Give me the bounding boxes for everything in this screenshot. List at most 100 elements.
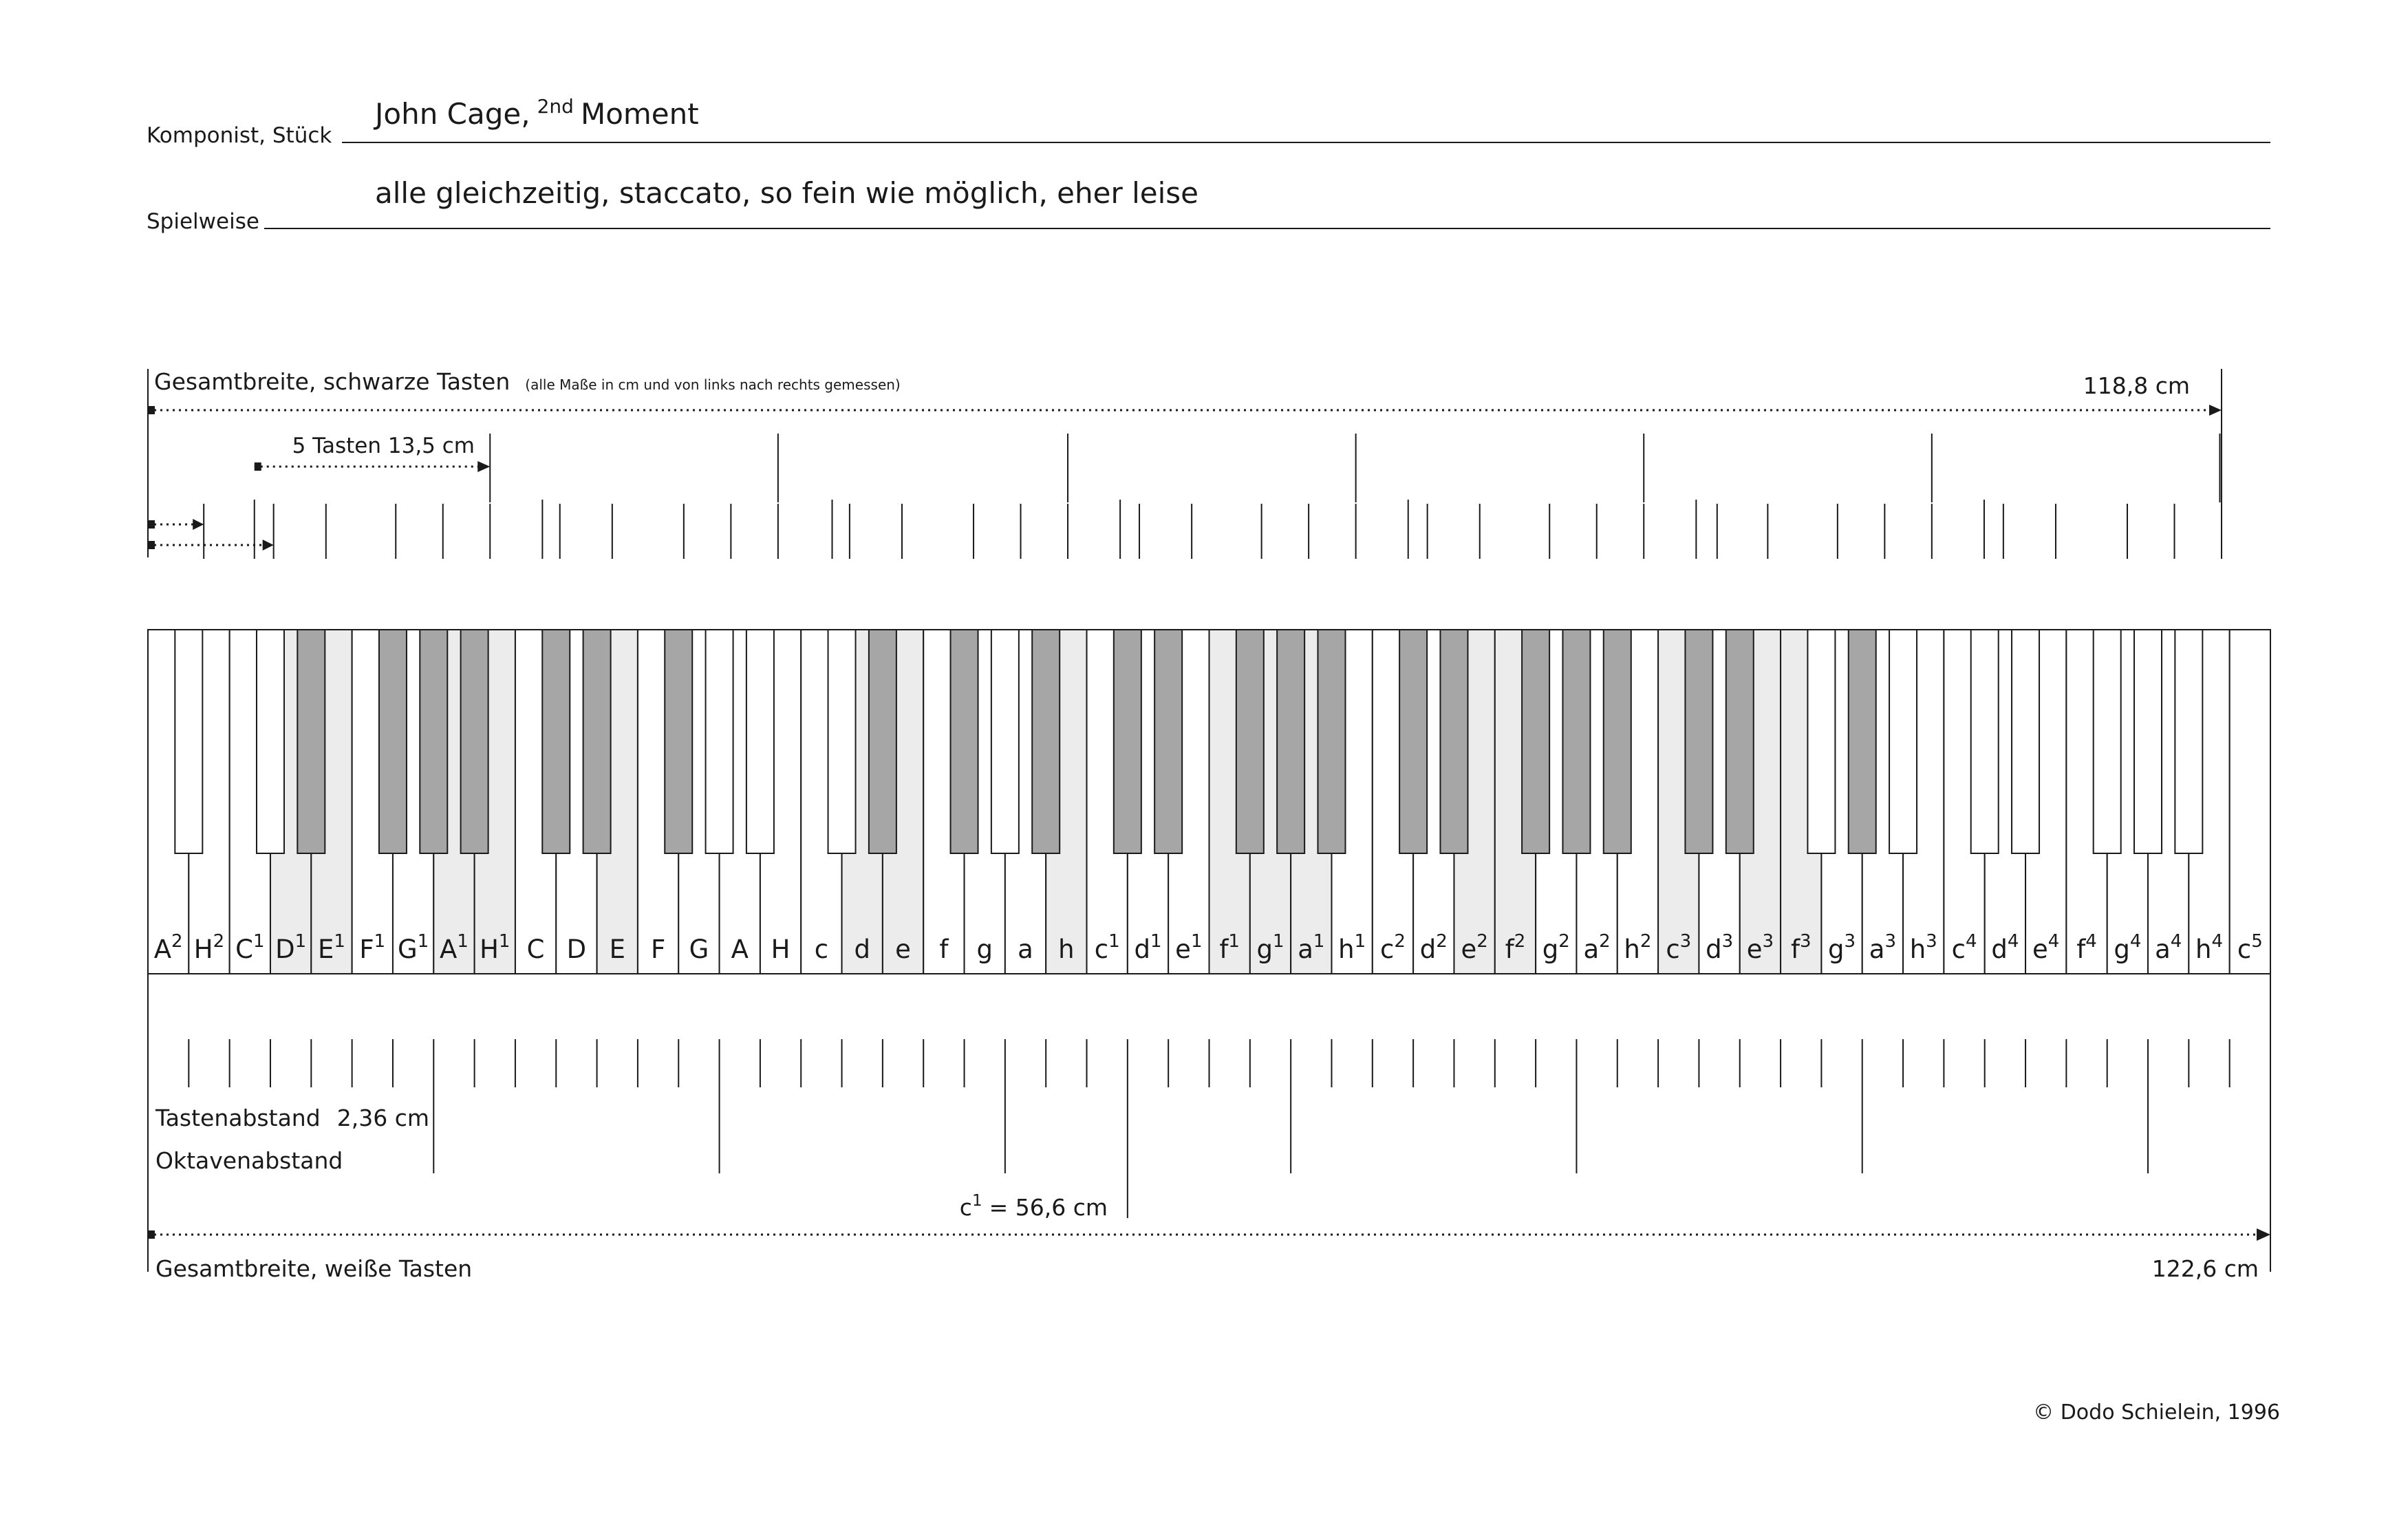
white-key-label: d4: [1991, 931, 2019, 964]
white-key-label: F1: [359, 931, 385, 964]
white-key-label: E1: [318, 931, 345, 964]
white-key-label: c5: [2237, 931, 2263, 964]
white-key-label: e4: [2032, 931, 2059, 964]
black-keys-title: Gesamtbreite, schwarze Tasten (alle Maße …: [154, 368, 901, 395]
white-key-octave: 3: [1800, 931, 1812, 952]
white-key-octave: 1: [1191, 931, 1203, 952]
white-key-label: h2: [1624, 931, 1651, 964]
white-key-label: e1: [1175, 931, 1202, 964]
white-key-note: f: [1505, 935, 1515, 964]
white-key-label: A: [731, 935, 749, 964]
black-key: [1847, 629, 1877, 854]
octave-distance-label: Oktavenabstand: [155, 1147, 343, 1174]
white-key-note: c: [1095, 935, 1108, 964]
black-key: [1154, 629, 1183, 854]
white-key-label: g1: [1256, 931, 1284, 964]
black-total-start: [148, 406, 155, 414]
white-key-note: d: [1991, 935, 2008, 964]
white-key-note: f: [1791, 935, 1800, 964]
white-key-octave: 4: [2171, 931, 2182, 952]
white-key-label: h1: [1338, 931, 1366, 964]
white-key-label: A2: [154, 931, 183, 964]
white-key-octave: 1: [334, 931, 345, 952]
key-distance-value: 2,36 cm: [337, 1105, 429, 1131]
white-key-octave: 1: [1108, 931, 1120, 952]
white-key-note: d: [854, 935, 870, 964]
white-key-octave: 2: [1394, 931, 1406, 952]
header: Komponist, Stück John Cage, 2nd Moment Spi…: [147, 95, 2270, 234]
white-key-note: C: [527, 935, 545, 964]
small-arrow-start: [148, 541, 155, 549]
white-key-note: g: [1256, 935, 1273, 964]
white-key-label: c3: [1666, 931, 1691, 964]
white-key-label: g4: [2114, 931, 2141, 964]
white-key-note: f: [1219, 935, 1229, 964]
composer-label: Komponist, Stück: [147, 123, 332, 148]
white-keys-total: 122,6 cm: [2152, 1255, 2259, 1282]
white-key-label: c1: [1095, 931, 1120, 964]
white-key-label: h: [1058, 935, 1074, 964]
white-key-octave: 2: [1558, 931, 1570, 952]
black-key: [1235, 629, 1265, 854]
black-key: [541, 629, 571, 854]
black-key: [990, 629, 1020, 854]
copyright: © Dodo Schielein, 1996: [2033, 1400, 2280, 1425]
white-key-octave: 3: [1763, 931, 1774, 952]
black-key: [1889, 629, 1918, 854]
black-key: [2092, 629, 2122, 854]
five-keys-start: [254, 462, 261, 471]
white-key-label: A1: [440, 931, 469, 964]
white-key-note: c: [815, 935, 828, 964]
black-key: [1317, 629, 1346, 854]
white-key-note: h: [1338, 935, 1354, 964]
black-total-arrowhead: [2209, 405, 2222, 416]
white-key-note: h: [1910, 935, 1926, 964]
white-key-note: a: [1018, 935, 1033, 964]
white-keys-measurements: Tastenabstand 2,36 cm Oktavenabstand c1 =…: [147, 974, 2271, 1282]
white-key-label: f4: [2076, 931, 2097, 964]
white-key-label: f1: [1219, 931, 1240, 964]
white-key-note: f: [2076, 935, 2086, 964]
white-key-octave: 1: [1313, 931, 1325, 952]
white-key-label: D: [567, 935, 587, 964]
white-key-note: H: [194, 935, 213, 964]
black-key: [1684, 629, 1714, 854]
key-distance-label: Tastenabstand: [155, 1105, 321, 1131]
white-key-note: d: [1706, 935, 1722, 964]
white-key-note: g: [1828, 935, 1845, 964]
white-key-note: c: [1380, 935, 1394, 964]
white-key-octave: 3: [1680, 931, 1692, 952]
white-key-note: e: [2032, 935, 2048, 964]
white-key-octave: 1: [1355, 931, 1366, 952]
white-key: [2228, 629, 2272, 974]
white-key-octave: 4: [2085, 931, 2097, 952]
black-keys-measurements: Gesamtbreite, schwarze Tasten (alle Maße …: [147, 368, 2222, 559]
white-key-note: G: [398, 935, 418, 964]
black-key: [2174, 629, 2204, 854]
c1-position: c1 = 56,6 cm: [960, 1192, 1108, 1221]
white-key-note: g: [2114, 935, 2130, 964]
white-key-note: a: [2155, 935, 2171, 964]
small-arrowhead: [193, 519, 204, 530]
white-key-label: f3: [1791, 931, 1812, 964]
small-arrowhead: [262, 540, 274, 551]
white-key-note: c: [1952, 935, 1966, 964]
white-key-label: g: [976, 935, 993, 964]
white-key-note: d: [1420, 935, 1437, 964]
white-key-note: A: [731, 935, 749, 964]
white-key-label: a2: [1583, 931, 1610, 964]
white-key-label: g2: [1542, 931, 1570, 964]
white-key-label: a1: [1298, 931, 1324, 964]
white-key-note: g: [976, 935, 993, 964]
white-key-note: e: [1175, 935, 1191, 964]
white-keys-title: Gesamtbreite, weiße Tasten: [155, 1255, 472, 1282]
black-key: [827, 629, 857, 854]
white-key-octave: 1: [457, 931, 469, 952]
black-key: [1031, 629, 1061, 854]
white-key-label: d: [854, 935, 870, 964]
white-keys-dimension-lines: [147, 974, 2271, 1272]
white-key-label: h3: [1910, 931, 1937, 964]
black-key: [1970, 629, 1999, 854]
black-key: [1562, 629, 1591, 854]
